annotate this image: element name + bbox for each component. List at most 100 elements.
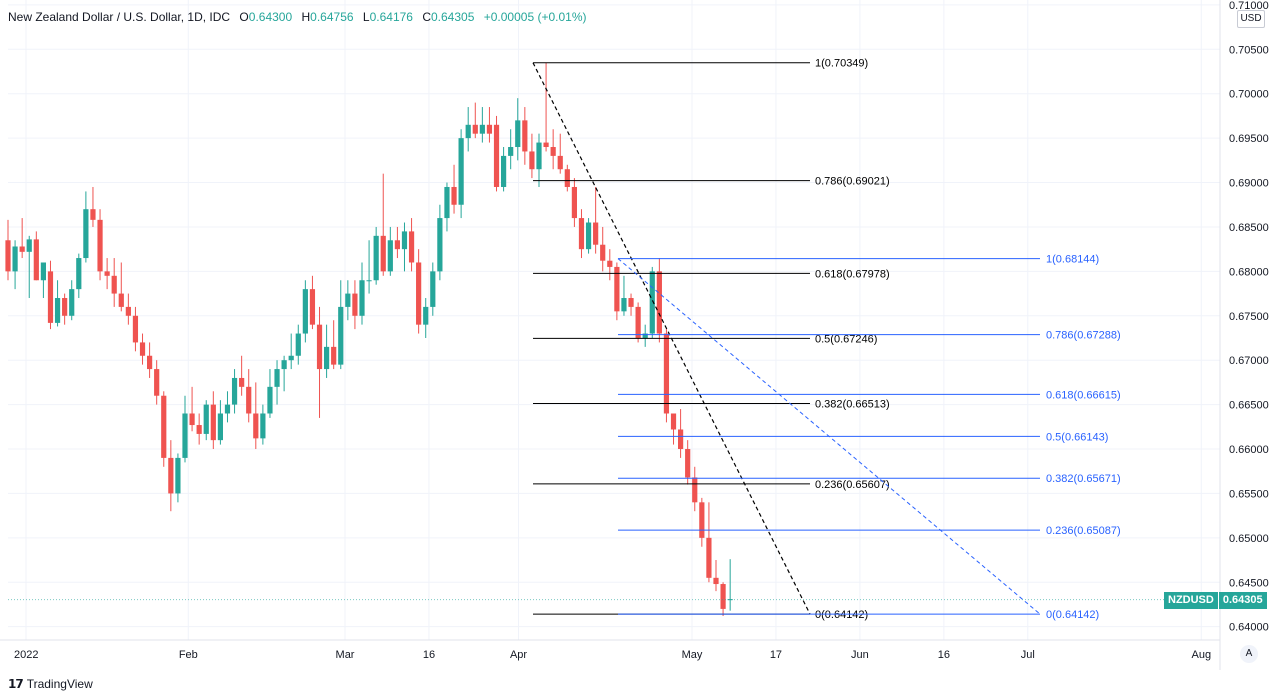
candle-down bbox=[543, 142, 549, 148]
candle-up bbox=[203, 404, 209, 434]
candle-up bbox=[40, 262, 46, 281]
x-tick-label: 16 bbox=[423, 649, 435, 661]
candle-down bbox=[104, 271, 110, 276]
fib2-level-label: 0.786(0.67288) bbox=[1046, 330, 1121, 342]
x-tick-label: Mar bbox=[336, 649, 355, 661]
candle-down bbox=[564, 169, 570, 187]
candle-up bbox=[401, 231, 408, 250]
candle-down bbox=[33, 239, 39, 281]
candle-up bbox=[231, 377, 238, 405]
candle-up bbox=[224, 404, 231, 414]
open-value: 0.64300 bbox=[248, 10, 293, 24]
candle-down bbox=[168, 457, 174, 494]
tradingview-logo-icon: 𝟭𝟳 bbox=[8, 677, 24, 691]
y-tick-label: 0.71000 bbox=[1229, 0, 1269, 12]
x-tick-label: Aug bbox=[1192, 649, 1212, 661]
y-tick-label: 0.67500 bbox=[1229, 311, 1269, 323]
y-tick-label: 0.69000 bbox=[1229, 178, 1269, 190]
candle-down bbox=[720, 584, 726, 609]
close-label: C bbox=[422, 10, 431, 24]
candle-down bbox=[600, 244, 606, 261]
fib1-level-label: 0.618(0.67978) bbox=[815, 268, 890, 280]
candle-up bbox=[501, 155, 507, 187]
candle-up bbox=[423, 306, 429, 325]
y-tick-label: 0.66000 bbox=[1229, 444, 1269, 456]
fib1-trend-line bbox=[532, 62, 811, 615]
candle-down bbox=[670, 413, 677, 430]
candle-down bbox=[416, 262, 422, 325]
y-tick-label: 0.70000 bbox=[1229, 89, 1269, 101]
candle-up bbox=[458, 138, 464, 205]
candle-down bbox=[352, 293, 358, 316]
candle-up bbox=[444, 186, 450, 219]
candle-up bbox=[217, 413, 223, 441]
y-tick-label: 0.64000 bbox=[1229, 622, 1269, 634]
auto-scale-button[interactable]: A bbox=[1240, 645, 1258, 663]
x-tick-label: Jun bbox=[851, 649, 869, 661]
candle-up bbox=[479, 124, 485, 134]
branding[interactable]: 𝟭𝟳 TradingView bbox=[8, 677, 93, 691]
y-tick-label: 0.67000 bbox=[1229, 355, 1269, 367]
candle-down bbox=[19, 246, 25, 252]
candle-up bbox=[267, 386, 273, 414]
candle-up bbox=[536, 142, 542, 170]
x-tick-label: 17 bbox=[770, 649, 782, 661]
candle-down bbox=[557, 155, 563, 170]
candles-group bbox=[5, 62, 733, 617]
fib2-level-label: 1(0.68144) bbox=[1046, 254, 1099, 266]
candle-up bbox=[295, 333, 301, 356]
candle-up bbox=[83, 209, 89, 259]
candle-down bbox=[154, 369, 160, 396]
candle-down bbox=[239, 377, 245, 387]
x-tick-label: May bbox=[682, 649, 703, 661]
change-value: +0.00005 (+0.01%) bbox=[483, 10, 587, 24]
candle-down bbox=[628, 298, 634, 307]
candle-down bbox=[316, 324, 323, 370]
fib1-level-label: 0.5(0.67246) bbox=[815, 333, 877, 345]
candle-up bbox=[366, 280, 372, 282]
candle-down bbox=[663, 333, 670, 414]
candle-up bbox=[727, 599, 733, 601]
candle-down bbox=[111, 275, 117, 294]
candle-up bbox=[54, 298, 61, 323]
y-tick-label: 0.70500 bbox=[1229, 44, 1269, 56]
candle-up bbox=[182, 413, 188, 458]
candle-down bbox=[614, 266, 620, 312]
x-tick-label: Apr bbox=[510, 649, 527, 661]
candle-down bbox=[161, 395, 167, 458]
candle-down bbox=[713, 577, 719, 585]
fib1-level-label: 1(0.70349) bbox=[815, 58, 868, 70]
candle-down bbox=[685, 449, 691, 478]
candle-up bbox=[338, 306, 344, 365]
x-tick-label: Feb bbox=[179, 649, 198, 661]
candle-up bbox=[465, 124, 471, 139]
y-tick-label: 0.66500 bbox=[1229, 400, 1269, 412]
candle-up bbox=[26, 239, 32, 252]
high-label: H bbox=[301, 10, 311, 24]
candle-up bbox=[260, 413, 266, 439]
currency-button[interactable]: USD bbox=[1237, 10, 1265, 28]
close-value: 0.64305 bbox=[431, 10, 475, 24]
candle-down bbox=[522, 120, 528, 152]
candle-down bbox=[246, 386, 252, 414]
candle-up bbox=[387, 240, 393, 272]
candle-up bbox=[359, 280, 365, 316]
open-label: O bbox=[239, 10, 249, 24]
candle-up bbox=[302, 289, 308, 334]
candle-down bbox=[132, 315, 139, 343]
y-tick-label: 0.68000 bbox=[1229, 266, 1269, 278]
candle-down bbox=[578, 218, 585, 250]
fib2-level-label: 0.5(0.66143) bbox=[1046, 431, 1108, 443]
candle-down bbox=[5, 240, 11, 272]
candle-down bbox=[706, 537, 712, 578]
candle-down bbox=[139, 342, 146, 356]
candle-down bbox=[593, 222, 599, 245]
fib1-level-label: 0.236(0.65607) bbox=[815, 479, 890, 491]
candle-up bbox=[69, 289, 75, 316]
candle-down bbox=[97, 219, 103, 272]
candle-down bbox=[47, 271, 54, 323]
candle-up bbox=[621, 298, 627, 312]
candle-down bbox=[571, 186, 577, 219]
candle-down bbox=[189, 413, 195, 426]
